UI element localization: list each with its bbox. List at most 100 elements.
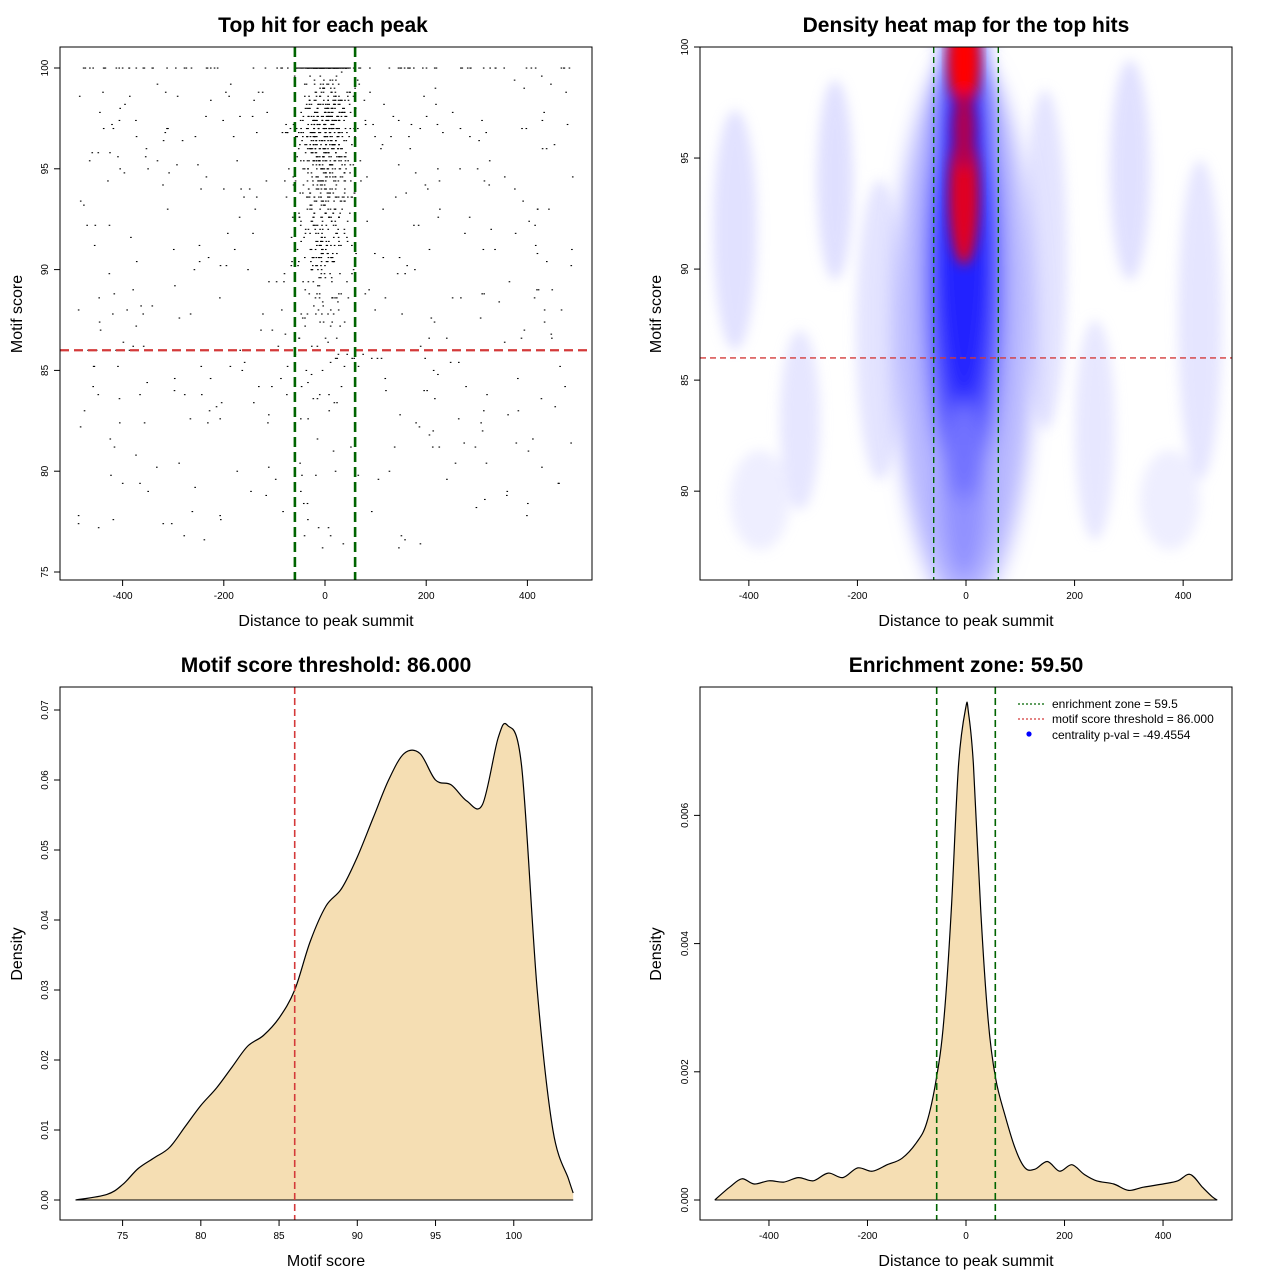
scatter-point [337,115,340,117]
scatter-point [338,119,341,122]
scatter-point [319,160,321,162]
scatter-point [545,261,548,263]
scatter-point [315,232,317,234]
scatter-point [422,67,424,69]
scatter-point [313,79,316,81]
scatter-point [503,176,506,178]
scatter-point [328,152,330,154]
scatter-point [304,257,306,259]
scatter-point [119,107,121,109]
scatter-point [316,144,318,146]
scatter-point [316,224,319,226]
scatter-point [166,127,168,130]
scatter-point [324,212,327,214]
scatter-point [308,188,310,190]
scatter-point [296,156,299,158]
scatter-point [550,333,553,335]
y-tick-label: 75 [40,566,51,578]
x-tick-label: -200 [857,1231,877,1242]
scatter-point [128,349,131,351]
scatter-point [374,309,376,311]
scatter-point [286,394,288,396]
scatter-point [304,95,306,97]
scatter-point [343,156,346,158]
scatter-point [333,160,336,162]
scatter-point [191,511,194,513]
scatter-point [358,83,361,85]
scatter-point [380,148,382,150]
scatter-point [287,67,289,69]
scatter-point [228,95,230,97]
scatter-point [108,273,111,275]
scatter-point [164,91,167,93]
scatter-point [328,196,331,198]
scatter-point [369,67,371,69]
scatter-point [332,450,335,452]
scatter-point [117,156,119,158]
scatter-point [308,103,311,105]
scatter-point [503,341,506,343]
scatter-point [205,67,208,69]
scatter-point [525,67,528,69]
scatter-point [300,160,302,162]
y-tick-label: 0.04 [40,910,51,930]
scatter-point [318,257,321,259]
scatter-point [419,345,422,347]
scatter-point [360,180,362,182]
scatter-point [302,184,305,186]
scatter-point [252,232,254,234]
scatter-point [323,188,326,190]
scatter-point [344,188,346,190]
scatter-point [315,160,318,162]
scatter-point [226,232,229,234]
scatter-point [331,168,334,170]
scatter-point [310,115,313,117]
scatter-point [286,365,289,367]
scatter-point [342,67,345,69]
scatter-point [352,95,355,97]
scatter-point [198,261,201,263]
scatter-point [170,523,173,525]
scatter-point [346,281,348,283]
scatter-point [318,297,321,299]
scatter-point [324,236,326,238]
scatter-point [78,95,81,97]
scatter-point [328,67,331,69]
scatter-point [341,196,344,198]
scatter-point [288,168,290,170]
scatter-point [343,321,346,323]
scatter-point [318,156,321,158]
scatter-point [225,265,228,267]
scatter-point [260,329,262,331]
scatter-point [283,273,286,275]
scatter-point [312,184,315,186]
scatter-point [318,140,321,142]
scatter-point [292,123,295,126]
scatter-point [317,257,320,259]
scatter-point [320,115,323,117]
scatter-point [521,127,523,130]
scatter-point [339,212,341,214]
scatter-point [320,273,323,275]
density-curve [75,722,574,1201]
scatter-point [495,67,497,69]
scatter-point [312,136,315,138]
scatter-point [232,136,235,138]
scatter-point [334,160,337,162]
scatter-point [340,293,343,295]
scatter-point [335,152,337,154]
scatter-point [121,482,124,484]
scatter-point [173,390,176,392]
scatter-point [241,369,244,371]
scatter-point [314,111,316,113]
distance-density-area [714,701,1218,1201]
scatter-point [306,313,309,315]
scatter-point [299,462,301,464]
scatter-point [175,67,177,69]
scatter-point [88,160,91,162]
scatter-point [324,111,327,113]
scatter-point [325,144,328,146]
scatter-point [545,148,548,150]
scatter-point [431,446,434,448]
scatter-point [331,107,334,109]
